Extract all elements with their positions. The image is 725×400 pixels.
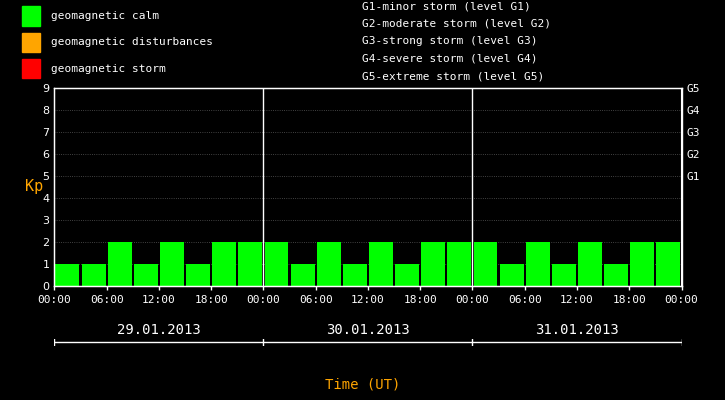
Text: G1-minor storm (level G1): G1-minor storm (level G1) (362, 1, 531, 11)
Bar (56, 264, 80, 286)
Bar (369, 242, 393, 286)
Bar (186, 264, 210, 286)
Bar (604, 264, 628, 286)
Text: G5-extreme storm (level G5): G5-extreme storm (level G5) (362, 72, 544, 82)
Bar (526, 242, 550, 286)
Bar (82, 264, 106, 286)
Bar (656, 242, 680, 286)
Text: G3-strong storm (level G3): G3-strong storm (level G3) (362, 36, 538, 46)
Text: 30.01.2013: 30.01.2013 (326, 323, 410, 337)
Bar (22, 6, 40, 26)
Text: geomagnetic storm: geomagnetic storm (51, 64, 165, 74)
Bar (265, 242, 289, 286)
Y-axis label: Kp: Kp (25, 180, 44, 194)
Bar (473, 242, 497, 286)
Bar (317, 242, 341, 286)
Text: G4-severe storm (level G4): G4-severe storm (level G4) (362, 54, 538, 64)
Bar (630, 242, 654, 286)
Bar (500, 264, 523, 286)
Text: 31.01.2013: 31.01.2013 (535, 323, 619, 337)
Bar (447, 242, 471, 286)
Bar (160, 242, 184, 286)
Bar (22, 59, 40, 78)
Text: Time (UT): Time (UT) (325, 377, 400, 391)
Bar (239, 242, 262, 286)
Bar (552, 264, 576, 286)
Bar (395, 264, 419, 286)
Bar (578, 242, 602, 286)
Bar (22, 32, 40, 52)
Text: 29.01.2013: 29.01.2013 (117, 323, 201, 337)
Bar (291, 264, 315, 286)
Bar (212, 242, 236, 286)
Text: geomagnetic disturbances: geomagnetic disturbances (51, 37, 212, 47)
Bar (108, 242, 132, 286)
Bar (134, 264, 158, 286)
Text: geomagnetic calm: geomagnetic calm (51, 11, 159, 21)
Bar (343, 264, 367, 286)
Bar (421, 242, 445, 286)
Text: G2-moderate storm (level G2): G2-moderate storm (level G2) (362, 19, 552, 29)
